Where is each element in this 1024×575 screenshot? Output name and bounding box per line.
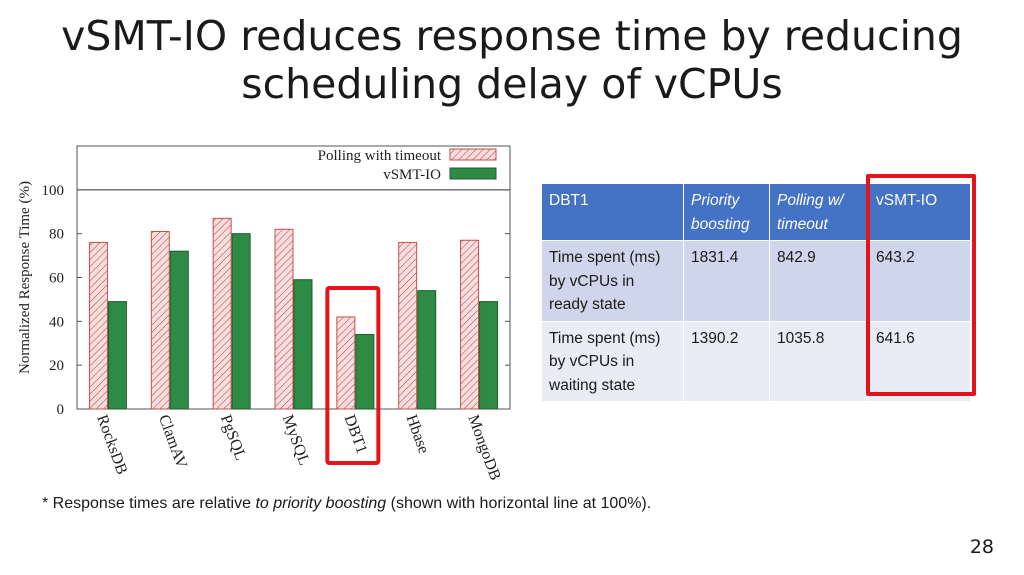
bar-polling-hbase <box>398 241 418 410</box>
dbt1-highlight-box <box>325 286 381 465</box>
table-header-vsmt-io: vSMT-IO <box>868 183 971 241</box>
legend-label-1: vSMT-IO <box>383 167 441 183</box>
footnote-prefix: * Response times are relative <box>42 495 256 512</box>
title-line-2: scheduling delay of vCPUs <box>241 60 783 108</box>
dbt1-table: DBT1 Priority boosting Polling w/ timeou… <box>541 183 971 402</box>
x-tick-label-clamav: ClamAV <box>155 413 190 472</box>
bar-polling-dbt1 <box>336 316 356 410</box>
x-tick-label-mysql: MySQL <box>279 413 313 468</box>
table-cell: 1831.4 <box>683 240 770 322</box>
table-cell: 641.6 <box>868 320 971 402</box>
bar-polling-mongodb <box>460 239 480 410</box>
y-tick-label: 40 <box>49 314 64 330</box>
page-number: 28 <box>969 536 994 558</box>
bar-vsmt-io-pgsql <box>231 233 251 410</box>
title-line-1: vSMT-IO reduces response time by reducin… <box>61 12 963 60</box>
slide-title: vSMT-IO reduces response time by reducin… <box>0 12 1024 108</box>
footnote: * Response times are relative to priorit… <box>42 495 651 513</box>
bar-vsmt-io-mysql <box>293 279 313 410</box>
bar-vsmt-io-dbt1 <box>355 333 375 410</box>
vsmt-io-column-highlight <box>866 174 976 396</box>
x-tick-label-rocksdb: RocksDB <box>93 413 130 477</box>
table-header-priority-boosting: Priority boosting <box>683 183 770 241</box>
footnote-suffix: (shown with horizontal line at 100%). <box>386 495 652 512</box>
y-axis-label: Normalized Response Time (%) <box>17 181 33 374</box>
footnote-italic: to priority boosting <box>255 495 387 512</box>
bar-chart: 0 20 40 60 80 100 Normalized Response Time (%)… <box>17 145 511 483</box>
table-header-polling: Polling w/ timeout <box>769 183 869 241</box>
x-tick-label-dbt1: DBT1 <box>341 413 371 456</box>
table-cell: 1390.2 <box>683 320 770 402</box>
legend-label-0: Polling with timeout <box>318 148 442 164</box>
bar-polling-mysql <box>274 228 294 410</box>
x-tick-label-hbase: Hbase <box>402 413 432 456</box>
y-tick-label: 0 <box>57 402 65 418</box>
bar-polling-rocksdb <box>88 241 108 410</box>
table-cell: 842.9 <box>769 240 869 322</box>
y-tick-label: 100 <box>42 183 65 199</box>
x-tick-label-mongodb: MongoDB <box>464 413 503 483</box>
table-cell: 643.2 <box>868 240 971 322</box>
y-tick-label: 20 <box>49 358 64 374</box>
bar-vsmt-io-rocksdb <box>107 301 127 410</box>
table-header-row: DBT1 Priority boosting Polling w/ timeou… <box>541 183 971 241</box>
table-cell: Time spent (ms) by vCPUs in ready state <box>541 240 684 322</box>
legend-swatch-0 <box>449 148 497 161</box>
bar-vsmt-io-clamav <box>169 250 189 410</box>
bar-vsmt-io-hbase <box>417 290 437 410</box>
table-cell: 1035.8 <box>769 320 869 402</box>
table-row: Time spent (ms) by vCPUs in waiting stat… <box>541 320 971 402</box>
bar-polling-clamav <box>150 230 170 410</box>
bar-polling-pgsql <box>212 217 232 410</box>
bar-vsmt-io-mongodb <box>479 301 499 410</box>
table-header-dbt1: DBT1 <box>541 183 684 241</box>
y-tick-label: 60 <box>49 271 64 287</box>
table-cell: Time spent (ms) by vCPUs in waiting stat… <box>541 320 684 402</box>
legend-swatch-1 <box>449 167 497 180</box>
y-tick-label: 80 <box>49 227 64 243</box>
table-row: Time spent (ms) by vCPUs in ready state … <box>541 240 971 322</box>
x-tick-label-pgsql: PgSQL <box>217 413 249 463</box>
